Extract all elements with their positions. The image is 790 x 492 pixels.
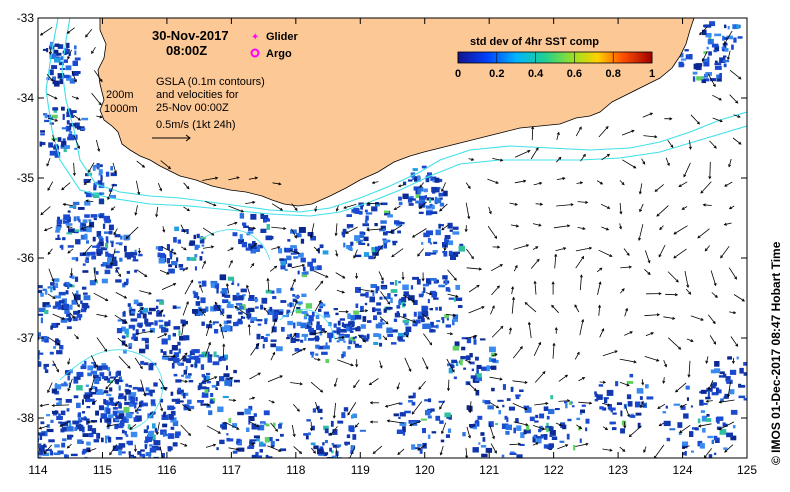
colorbar-tick-label: 1 <box>649 68 655 80</box>
colorbar-tick-label: 0 <box>455 68 461 80</box>
x-tick-label: 120 <box>415 463 435 477</box>
depth-label-200m: 200m <box>106 89 134 101</box>
notes-line-1: GSLA (0.1m contours) <box>156 76 265 88</box>
velocity-arrows <box>38 26 746 458</box>
y-tick-label: -34 <box>17 91 35 105</box>
y-tick-label: -37 <box>17 331 35 345</box>
x-tick-label: 117 <box>222 463 241 477</box>
isobath-1000m <box>45 18 747 217</box>
x-tick-label: 123 <box>608 463 628 477</box>
colorbar-ticks: 0 0.2 0.4 0.6 0.8 1 <box>455 52 655 80</box>
y-tick-label: -33 <box>17 11 35 25</box>
x-tick-label: 125 <box>737 463 757 477</box>
sst-data-layer <box>38 18 747 458</box>
y-tick-label: -35 <box>17 171 35 185</box>
x-tick-label: 114 <box>28 463 47 477</box>
colorbar <box>457 51 653 64</box>
x-tick-label: 116 <box>157 463 176 477</box>
colorbar-tick-label: 0.8 <box>606 68 621 80</box>
glider-marker-icon: ✦ <box>251 32 259 43</box>
map-date: 30-Nov-2017 <box>152 28 229 43</box>
depth-label-1000m: 1000m <box>104 103 138 115</box>
notes-line-2: and velocities for <box>156 89 239 101</box>
notes-line-3: 25-Nov 00:00Z <box>156 102 229 114</box>
axes: 114 115 116 117 118 119 120 121 122 123 124 125 -33 -… <box>17 11 758 477</box>
colorbar-title: std dev of 4hr SST comp <box>470 36 599 48</box>
argo-legend-label: Argo <box>266 48 292 60</box>
x-tick-label: 122 <box>544 463 564 477</box>
x-tick-label: 118 <box>286 463 305 477</box>
x-tick-label: 124 <box>673 463 693 477</box>
imos-credit: © IMOS 01-Dec-2017 08:47 Hobart Time <box>769 241 783 465</box>
notes-line-4: 0.5m/s (1kt 24h) <box>156 119 235 131</box>
argo-marker-icon <box>250 48 260 58</box>
plot-frame <box>37 17 748 459</box>
gsla-contour <box>59 229 336 431</box>
x-tick-label: 121 <box>479 463 499 477</box>
colorbar-tick-label: 0.6 <box>567 68 582 80</box>
map-time: 08:00Z <box>166 43 207 58</box>
colorbar-tick-label: 0.2 <box>489 68 504 80</box>
glider-legend-label: Glider <box>266 31 299 43</box>
colorbar-tick-label: 0.4 <box>528 68 544 80</box>
x-tick-label: 115 <box>93 463 112 477</box>
x-tick-label: 119 <box>351 463 370 477</box>
y-tick-label: -38 <box>17 411 35 425</box>
land-mass <box>97 18 695 207</box>
y-tick-label: -36 <box>17 251 35 265</box>
